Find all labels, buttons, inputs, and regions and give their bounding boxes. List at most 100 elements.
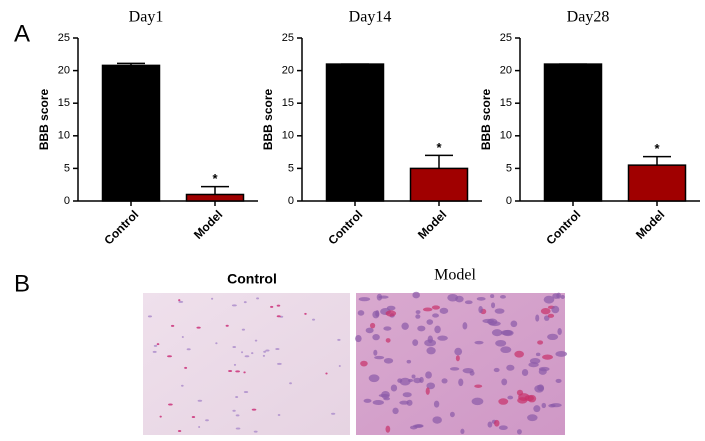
bar [409,167,469,202]
cell [159,415,162,418]
cell [168,403,173,406]
cell [425,387,430,395]
cell [462,368,474,374]
cell [289,382,292,385]
cell [454,347,463,356]
bar [185,193,245,202]
cell [225,324,229,327]
cell [500,330,513,336]
cell [312,318,316,321]
cell [232,409,236,412]
x-tick-label: Model [633,207,667,241]
cell [426,347,436,355]
cell [256,297,260,300]
cell [527,414,538,422]
cell [437,335,448,341]
y-tick-label: 0 [506,195,512,207]
cell [231,304,237,307]
y-tick-label: 20 [58,65,70,77]
cell [422,307,433,312]
bar [325,63,385,202]
cell [474,384,483,388]
cells [147,297,341,433]
cell [540,307,551,315]
cell [177,430,182,433]
error-bar [201,185,229,195]
cell [535,314,540,322]
cell [501,378,508,386]
cell [431,305,441,310]
histology-image [143,293,350,435]
cell [375,310,380,317]
y-tick-label: 25 [500,32,512,44]
cell [487,421,493,428]
cell [184,366,188,369]
cell [251,352,254,355]
cell [357,310,365,316]
cell [178,300,184,303]
cell [265,349,270,352]
cell [156,343,160,346]
cell [547,313,555,318]
cell [518,393,530,401]
cell [235,414,240,417]
cells [355,291,568,435]
cell [552,293,560,299]
cell [495,339,507,347]
cell [191,416,196,419]
cell [241,351,244,354]
cell [181,335,184,338]
cell [542,354,553,360]
cell [434,325,441,334]
cell [541,402,547,409]
cell [211,297,214,300]
cell [529,358,541,364]
cell [254,339,258,342]
cell [460,428,465,434]
cell [383,326,392,331]
cell [383,397,391,401]
cell [399,400,409,405]
y-tick-label: 10 [500,130,512,142]
cell [147,315,153,318]
cell [478,306,483,314]
cell [413,377,422,384]
image-caption: Model [434,267,476,284]
cell [304,312,307,315]
cell [500,346,512,354]
cell [417,325,426,332]
error-bar [117,62,145,66]
cell [441,378,448,384]
cell [551,305,560,314]
cell [455,355,460,362]
cell [253,430,258,433]
cell [369,322,376,329]
cell [409,425,418,430]
cell [228,369,233,372]
cell [547,333,559,341]
y-tick-label: 20 [282,65,294,77]
cell [494,419,500,427]
cell [491,329,503,337]
y-tick-label: 20 [500,65,512,77]
cell [365,327,374,334]
x-tick-label: Control [101,207,141,247]
cell [425,371,432,379]
cell [397,378,403,383]
x-tick-label: Control [543,207,583,247]
cell [560,294,565,300]
cell [494,308,505,314]
cell [537,340,544,345]
cell [521,368,529,377]
y-tick-label: 25 [282,32,294,44]
y-tick-label: 5 [506,162,512,174]
cell [277,362,282,365]
cell [464,300,473,305]
cell [186,348,191,351]
cell [432,416,442,424]
panel-label: A [14,20,30,47]
cell [555,350,568,357]
cell [372,333,380,341]
cell [447,293,459,302]
